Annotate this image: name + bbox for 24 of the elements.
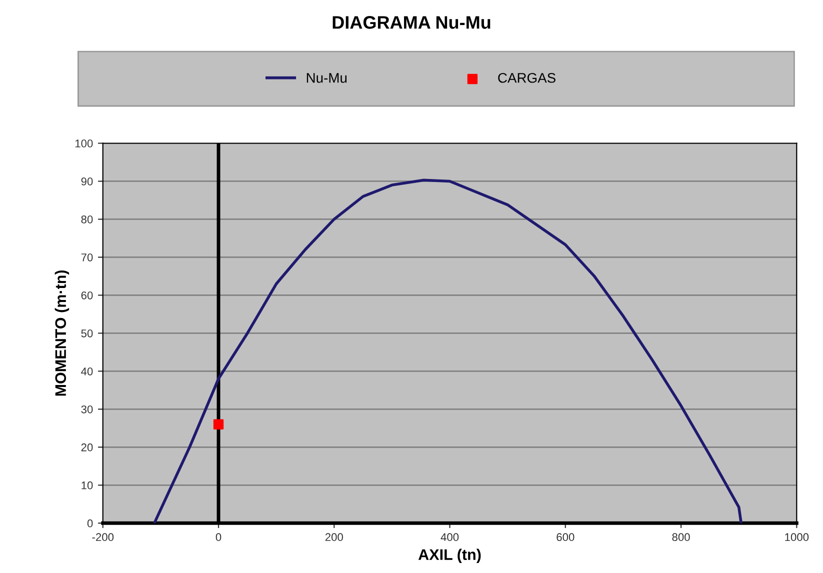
legend-label: Nu-Mu (306, 73, 347, 83)
y-tick-label: 30 (81, 405, 93, 414)
y-tick-label: 100 (75, 140, 93, 148)
x-tick-label: 0 (216, 533, 222, 542)
y-tick-label: 0 (87, 519, 93, 528)
y-axis-title: MOMENTO (m·tn) (54, 270, 70, 396)
x-tick-label: 1000 (785, 533, 809, 542)
x-axis-title: AXIL (tn) (418, 548, 481, 564)
y-tick-label: 90 (81, 178, 93, 186)
y-tick-label: 80 (81, 215, 93, 224)
x-tick-label: 800 (672, 533, 690, 542)
y-tick-label: 60 (81, 291, 93, 300)
x-tick-label: -200 (92, 533, 114, 542)
y-tick-label: 50 (81, 329, 93, 338)
y-tick-label: 40 (81, 367, 93, 376)
chart-title: DIAGRAMA Nu-Mu (332, 16, 490, 29)
x-tick-label: 400 (440, 533, 459, 542)
legend-label: CARGAS (498, 72, 556, 83)
y-tick-label: 70 (81, 253, 93, 262)
y-tick-label: 20 (81, 443, 93, 452)
x-tick-label: 600 (556, 533, 574, 542)
y-tick-label: 10 (82, 481, 93, 490)
x-tick-label: 200 (325, 533, 343, 542)
line-series (152, 178, 743, 524)
